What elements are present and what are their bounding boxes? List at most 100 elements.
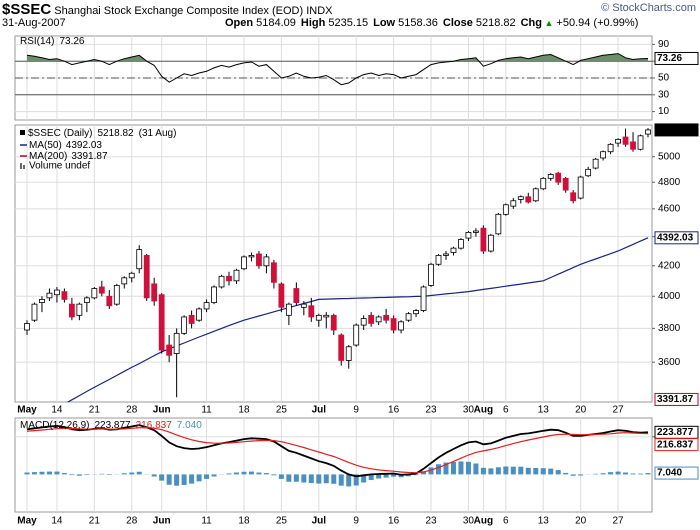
- x-tick-label: 18: [238, 405, 250, 416]
- legend-value: 216.837: [136, 420, 173, 431]
- candle-body: [196, 308, 202, 321]
- histogram-bar: [570, 474, 576, 476]
- quote-value: 5218.82: [475, 17, 516, 29]
- x-tick-label: 30: [463, 405, 475, 416]
- legend-name: MA(50): [29, 140, 62, 151]
- candle-body: [68, 303, 75, 318]
- candle-body: [420, 286, 427, 311]
- histogram-bar: [436, 464, 442, 475]
- x-tick-label: 28: [126, 516, 138, 527]
- legend: RSI(14) 73.26: [20, 36, 85, 47]
- histogram-bar: [293, 474, 299, 482]
- candle-body: [203, 302, 210, 310]
- histogram-bar: [510, 466, 516, 475]
- x-tick-label: 9: [353, 405, 359, 416]
- candle-body: [173, 332, 180, 354]
- candle-body: [622, 136, 629, 145]
- candle-body: [607, 143, 614, 153]
- x-tick-label: 14: [51, 405, 63, 416]
- candle-body: [300, 303, 307, 308]
- histogram-bar: [99, 473, 105, 475]
- histogram-bar: [301, 474, 307, 483]
- candle-body: [188, 314, 195, 324]
- candle-body: [113, 285, 120, 305]
- legend-name: $SSEC (Daily): [28, 128, 92, 139]
- histogram-bar: [368, 474, 374, 481]
- histogram-bar: [106, 474, 112, 475]
- x-tick-label: 20: [575, 405, 587, 416]
- histogram-bar: [76, 474, 82, 476]
- candle-body: [271, 262, 277, 283]
- candle-body: [256, 253, 262, 267]
- x-tick-label: 25: [276, 405, 288, 416]
- candle-body: [555, 172, 562, 183]
- candle-body: [315, 314, 322, 321]
- candle-body: [121, 277, 128, 285]
- histogram-bar: [346, 474, 352, 487]
- candle-body: [263, 256, 270, 267]
- candle-body: [465, 232, 472, 239]
- x-tick-label: 27: [613, 405, 625, 416]
- histogram-bar: [383, 474, 389, 478]
- histogram-bar: [241, 471, 247, 475]
- legend-name: MA(200): [29, 151, 67, 162]
- candle-body: [458, 239, 464, 249]
- histogram-bar: [31, 472, 37, 475]
- quote-value: 5184.09: [256, 17, 296, 29]
- candle-body: [211, 286, 217, 303]
- histogram-bar: [443, 462, 449, 475]
- candle-body: [128, 272, 135, 279]
- candle-body: [450, 247, 457, 253]
- x-tick-label: 30: [463, 516, 475, 527]
- x-tick-label: Jul: [312, 405, 327, 416]
- x-tick-label: 20: [575, 516, 587, 527]
- candle-body: [570, 192, 577, 202]
- histogram-bar: [608, 472, 614, 475]
- histogram-bar: [121, 473, 127, 475]
- candle-body: [54, 289, 60, 296]
- histogram-bar: [174, 474, 180, 486]
- histogram-bar: [226, 473, 232, 475]
- histogram-bar: [465, 461, 471, 475]
- histogram-bar: [615, 471, 621, 475]
- histogram-bar: [353, 474, 359, 486]
- last-value-label: 4392.03: [657, 232, 694, 243]
- histogram-bar: [211, 474, 217, 477]
- histogram-bar: [376, 474, 382, 479]
- last-value-box: [654, 392, 699, 406]
- histogram-bar: [248, 471, 254, 475]
- candle-body: [61, 291, 68, 300]
- candle-body: [39, 299, 45, 303]
- x-tick-label: 14: [51, 516, 63, 527]
- y-tick-label: 4800: [658, 177, 681, 188]
- candle-body: [98, 286, 105, 294]
- candle-body: [532, 188, 539, 202]
- histogram-bar: [204, 474, 210, 479]
- candle-body: [345, 346, 352, 361]
- candle-body: [226, 275, 232, 282]
- candle-body: [615, 139, 621, 144]
- panel-frame: [14, 124, 653, 403]
- x-tick-label: 28: [126, 405, 138, 416]
- histogram-bar: [166, 474, 172, 485]
- candle-body: [540, 177, 547, 190]
- histogram-bar: [428, 467, 434, 475]
- candle-body: [241, 256, 247, 270]
- x-tick-label: 16: [388, 516, 400, 527]
- candle-body: [338, 334, 345, 361]
- histogram-bar: [578, 474, 584, 476]
- x-tick-label: 18: [238, 516, 250, 527]
- candle-body: [487, 234, 494, 252]
- last-value-label: 5218.82: [657, 125, 694, 136]
- up-arrow: ▲: [542, 18, 554, 28]
- legend-swatch: [20, 130, 25, 135]
- legend-value: 223.877: [94, 420, 131, 431]
- histogram-bar: [645, 473, 651, 475]
- y-tick-label: 10: [658, 106, 670, 117]
- x-tick-label: 13: [538, 405, 550, 416]
- symbol: $SSEC: [2, 1, 52, 18]
- histogram-bar: [181, 474, 187, 485]
- histogram-bar: [533, 468, 539, 475]
- histogram-bar: [630, 473, 636, 475]
